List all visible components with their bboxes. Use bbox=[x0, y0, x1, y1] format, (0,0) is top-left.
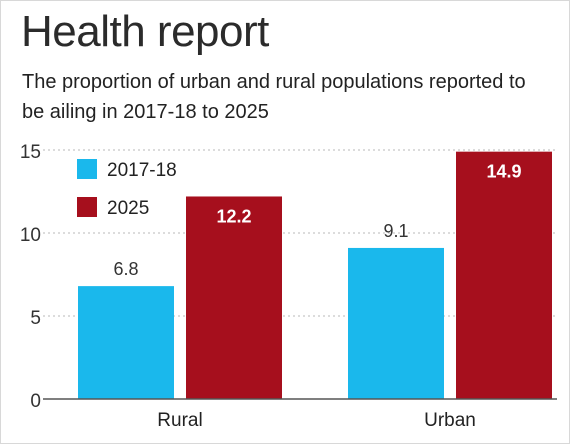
bar-2025-rural bbox=[186, 196, 282, 399]
data-label: 9.1 bbox=[383, 221, 408, 241]
data-label: 12.2 bbox=[216, 206, 251, 226]
bar-2017-18-rural bbox=[78, 286, 174, 399]
x-tick-label: Urban bbox=[424, 410, 476, 431]
legend-label: 2017-18 bbox=[107, 160, 177, 181]
bar-2017-18-urban bbox=[348, 247, 444, 399]
y-tick-label: 5 bbox=[30, 308, 41, 329]
data-label: 6.8 bbox=[113, 259, 138, 279]
chart-title: Health report bbox=[21, 7, 269, 56]
data-label: 14.9 bbox=[486, 162, 521, 182]
legend-swatch-2025 bbox=[77, 197, 97, 217]
y-tick-label: 15 bbox=[20, 142, 41, 163]
y-tick-label: 0 bbox=[30, 391, 41, 412]
legend-swatch-2017-18 bbox=[77, 159, 97, 179]
bar-2025-urban bbox=[456, 151, 552, 399]
chart-subtitle: The proportion of urban and rural popula… bbox=[22, 71, 526, 123]
y-tick-label: 10 bbox=[20, 225, 41, 246]
x-tick-label: Rural bbox=[157, 410, 202, 431]
legend-label: 2025 bbox=[107, 198, 149, 219]
